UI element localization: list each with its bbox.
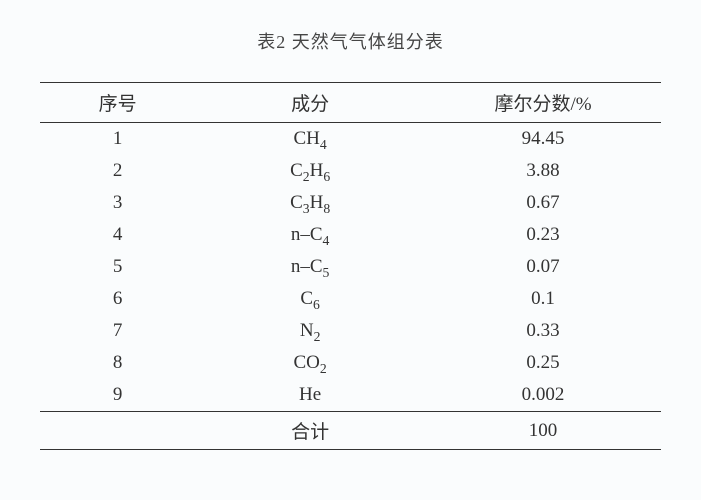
cell-index: 6 — [40, 283, 195, 315]
cell-total-label: 合计 — [195, 412, 425, 450]
cell-index — [40, 412, 195, 450]
table-row: 9He0.002 — [40, 379, 661, 412]
table-row: 3C3H80.67 — [40, 187, 661, 219]
cell-index: 4 — [40, 219, 195, 251]
cell-component: CH4 — [195, 123, 425, 156]
cell-fraction: 0.1 — [425, 283, 661, 315]
cell-total-value: 100 — [425, 412, 661, 450]
cell-index: 2 — [40, 155, 195, 187]
table-row: 7N20.33 — [40, 315, 661, 347]
cell-fraction: 0.25 — [425, 347, 661, 379]
cell-index: 1 — [40, 123, 195, 156]
header-fraction: 摩尔分数/% — [425, 83, 661, 123]
cell-fraction: 0.33 — [425, 315, 661, 347]
header-index: 序号 — [40, 83, 195, 123]
cell-fraction: 0.23 — [425, 219, 661, 251]
cell-component: He — [195, 379, 425, 412]
table-header-row: 序号 成分 摩尔分数/% — [40, 83, 661, 123]
header-component: 成分 — [195, 83, 425, 123]
cell-index: 7 — [40, 315, 195, 347]
cell-component: n–C5 — [195, 251, 425, 283]
cell-index: 5 — [40, 251, 195, 283]
cell-index: 3 — [40, 187, 195, 219]
cell-component: C6 — [195, 283, 425, 315]
composition-table: 序号 成分 摩尔分数/% 1CH494.452C2H63.883C3H80.67… — [40, 82, 661, 450]
cell-fraction: 0.67 — [425, 187, 661, 219]
cell-component: CO2 — [195, 347, 425, 379]
cell-index: 8 — [40, 347, 195, 379]
cell-index: 9 — [40, 379, 195, 412]
table-row: 4n–C40.23 — [40, 219, 661, 251]
cell-component: n–C4 — [195, 219, 425, 251]
table-title: 表2 天然气气体组分表 — [40, 28, 661, 54]
cell-fraction: 0.002 — [425, 379, 661, 412]
cell-component: C2H6 — [195, 155, 425, 187]
cell-component: N2 — [195, 315, 425, 347]
table-row: 2C2H63.88 — [40, 155, 661, 187]
cell-fraction: 0.07 — [425, 251, 661, 283]
table-row: 1CH494.45 — [40, 123, 661, 156]
cell-fraction: 94.45 — [425, 123, 661, 156]
table-row-total: 合计100 — [40, 412, 661, 450]
table-row: 8CO20.25 — [40, 347, 661, 379]
table-row: 5n–C50.07 — [40, 251, 661, 283]
cell-fraction: 3.88 — [425, 155, 661, 187]
cell-component: C3H8 — [195, 187, 425, 219]
table-row: 6C60.1 — [40, 283, 661, 315]
